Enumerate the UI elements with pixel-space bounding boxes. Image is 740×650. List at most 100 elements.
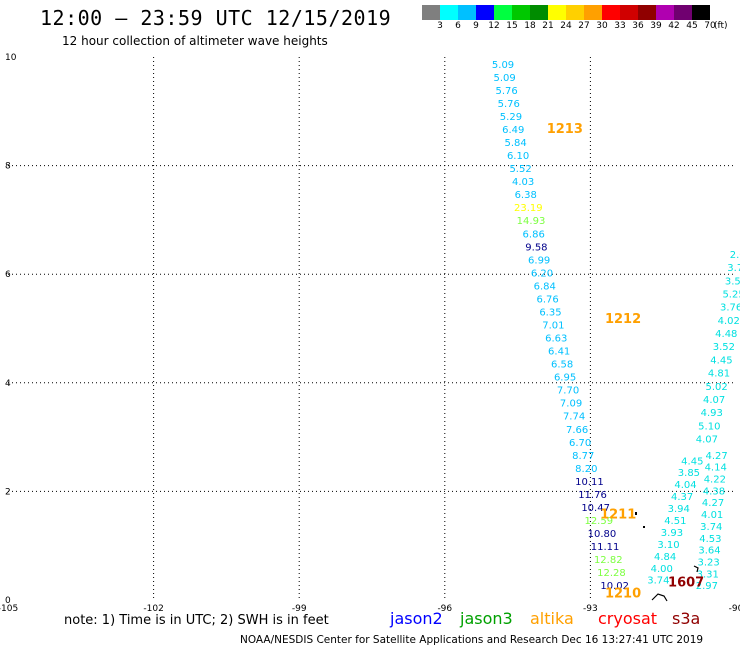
swh-value: 5.10 xyxy=(698,421,720,432)
color-scale-tick: 27 xyxy=(578,21,590,31)
swh-value: 8.77 xyxy=(572,451,594,462)
lat-tick-label: 0 xyxy=(5,596,11,606)
swh-value: 5.76 xyxy=(495,86,517,97)
color-scale-bar xyxy=(422,5,710,20)
swh-value: 6.41 xyxy=(548,347,570,358)
lat-tick-label: 2 xyxy=(5,487,11,497)
color-scale-tick: 21 xyxy=(542,21,554,31)
lat-tick-label: 4 xyxy=(5,379,11,389)
swh-value: 3.10 xyxy=(657,540,679,551)
color-swatch-33 xyxy=(602,5,620,20)
swh-value: 7.70 xyxy=(557,386,579,397)
swh-value: 3.23 xyxy=(698,557,720,568)
satellite-altika: altika xyxy=(530,609,574,628)
swh-value: 4.45 xyxy=(710,355,732,366)
swh-value: 4.45 xyxy=(681,456,703,467)
swh-value: 8.20 xyxy=(575,464,597,475)
time-label: 1211 xyxy=(600,508,636,523)
coastline xyxy=(693,565,699,573)
swh-value: 23.19 xyxy=(514,203,543,214)
swh-value: 3.74 xyxy=(700,522,722,533)
color-swatch-18 xyxy=(512,5,530,20)
swh-value: 3.64 xyxy=(698,546,720,557)
color-swatch-27 xyxy=(566,5,584,20)
swh-value: 5.09 xyxy=(492,60,514,71)
color-scale-tick: 3 xyxy=(437,21,443,31)
color-scale-tick: 12 xyxy=(488,21,500,31)
color-swatch-21 xyxy=(530,5,548,20)
lon-tick-label: -96 xyxy=(437,604,452,614)
color-swatch-39 xyxy=(638,5,656,20)
swh-value: 12.82 xyxy=(594,555,623,566)
swh-value: 4.38 xyxy=(703,486,725,497)
satellite-s3a: s3a xyxy=(672,609,701,628)
color-scale-tick: 45 xyxy=(686,21,698,31)
swh-value: 3.76 xyxy=(720,303,740,314)
swh-value: 5.02 xyxy=(705,382,727,393)
swh-value: 4.53 xyxy=(699,534,721,545)
swh-value: 4.27 xyxy=(702,498,724,509)
swh-value: 6.10 xyxy=(507,151,529,162)
swh-value: 10.47 xyxy=(581,503,610,514)
swh-value: 6.20 xyxy=(531,268,553,279)
color-scale-tick: 33 xyxy=(614,21,626,31)
lon-tick-label: -105 xyxy=(0,604,18,614)
lon-tick-label: -102 xyxy=(143,604,163,614)
swh-value: 4.81 xyxy=(708,369,730,380)
swh-value: 14.93 xyxy=(517,216,546,227)
lon-tick-label: -93 xyxy=(583,604,598,614)
lat-tick-label: 10 xyxy=(5,53,17,63)
lon-tick-label: -99 xyxy=(292,604,307,614)
swh-value: 5.25 xyxy=(722,289,740,300)
swh-value: 7.74 xyxy=(563,412,585,423)
lat-tick-label: 6 xyxy=(5,270,11,280)
swh-value: 3.93 xyxy=(661,528,683,539)
satellite-jason2: jason2 xyxy=(390,609,443,628)
swh-value: 2.07 xyxy=(730,250,740,261)
lon-tick-label: -90 xyxy=(729,604,740,614)
color-swatch-24 xyxy=(548,5,566,20)
color-scale-tick: 30 xyxy=(596,21,608,31)
swh-value: 5.84 xyxy=(505,138,527,149)
swh-value: 7.66 xyxy=(566,425,588,436)
swh-value: 5.09 xyxy=(494,73,516,84)
color-scale-tick: 70 xyxy=(704,21,716,31)
color-scale-tick: 42 xyxy=(668,21,680,31)
color-swatch-12 xyxy=(476,5,494,20)
satellite-cryosat: cryosat xyxy=(598,609,658,628)
map-title: 12:00 – 23:59 UTC 12/15/2019 xyxy=(40,6,392,30)
swh-value: 6.99 xyxy=(528,255,550,266)
color-swatch-15 xyxy=(494,5,512,20)
swh-value: 5.29 xyxy=(500,112,522,123)
swh-value: 4.01 xyxy=(701,510,723,521)
island xyxy=(643,526,645,528)
swh-value: 3.31 xyxy=(697,569,719,580)
swh-value: 4.84 xyxy=(654,552,676,563)
swh-value: 9.58 xyxy=(525,242,547,253)
swh-value: 6.49 xyxy=(502,125,524,136)
island xyxy=(635,512,637,515)
swh-value: 4.51 xyxy=(664,516,686,527)
swh-value: 6.84 xyxy=(534,281,556,292)
time-label: 1212 xyxy=(605,312,641,327)
swh-value: 6.63 xyxy=(545,334,567,345)
swh-value: 7.01 xyxy=(542,321,564,332)
swh-value: 4.48 xyxy=(715,329,737,340)
color-swatch-3 xyxy=(422,5,440,20)
lat-tick-label: 8 xyxy=(5,162,11,172)
color-swatch-6 xyxy=(440,5,458,20)
swh-value: 4.14 xyxy=(705,463,727,474)
color-scale-tick: 39 xyxy=(650,21,662,31)
color-scale-unit: (ft) xyxy=(714,21,728,31)
swh-value: 3.74 xyxy=(647,576,669,587)
swh-value: 3.79 xyxy=(727,263,740,274)
swh-value: 11.76 xyxy=(578,490,607,501)
credit-line: NOAA/NESDIS Center for Satellite Applica… xyxy=(240,634,704,646)
color-swatch-70 xyxy=(692,5,710,20)
color-swatch-45 xyxy=(674,5,692,20)
swh-value: 4.04 xyxy=(674,480,696,491)
swh-value: 4.22 xyxy=(704,475,726,486)
satellite-jason3: jason3 xyxy=(460,609,513,628)
swh-value: 5.52 xyxy=(509,164,531,175)
